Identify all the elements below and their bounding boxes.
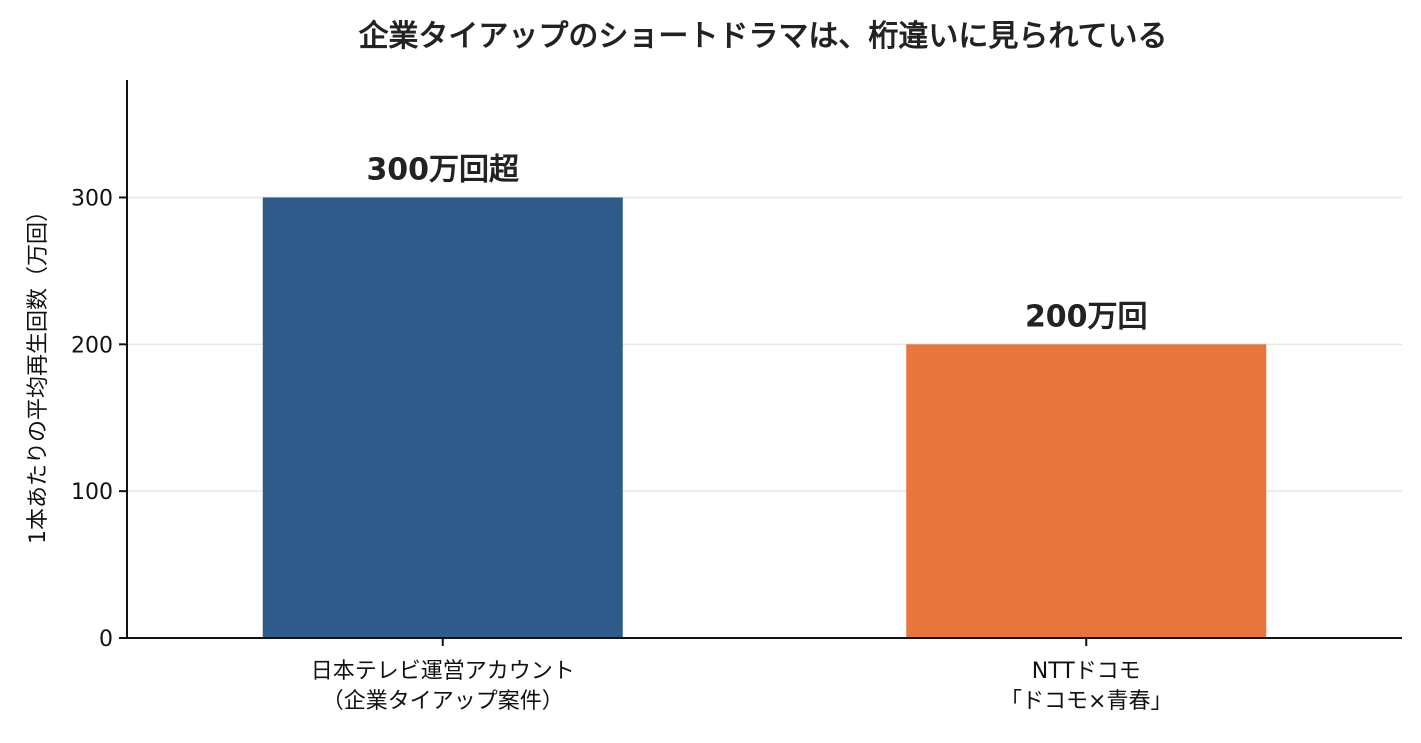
data-labels: 300万回超 200万回 xyxy=(366,152,1147,334)
bars xyxy=(262,197,1267,638)
y-tick-label: 100 xyxy=(71,480,113,505)
y-axis-label: 1本あたりの平均再生回数（万回） xyxy=(26,200,51,544)
x-tick-label: 日本テレビ運営アカウント xyxy=(311,659,575,684)
bar xyxy=(262,197,623,638)
y-tick-label: 200 xyxy=(71,333,113,358)
x-tick-label: 「ドコモ×青春」 xyxy=(1000,689,1172,714)
data-label: 300万回超 xyxy=(366,152,520,187)
x-tick-label: （企業タイアップ案件） xyxy=(322,689,564,714)
axes: 0 100 200 300 日本テレビ運営アカウント （企業タイアップ案件） NTTドコモ「… xyxy=(71,80,1402,714)
data-label: 200万回 xyxy=(1025,299,1148,334)
y-tick-label: 300 xyxy=(71,186,113,211)
y-tick-label: 0 xyxy=(99,627,113,652)
x-tick-label: NTTドコモ xyxy=(1032,659,1141,684)
bar xyxy=(906,344,1267,638)
chart-title: 企業タイアップのショートドラマは、桁違いに見られている xyxy=(358,19,1167,54)
